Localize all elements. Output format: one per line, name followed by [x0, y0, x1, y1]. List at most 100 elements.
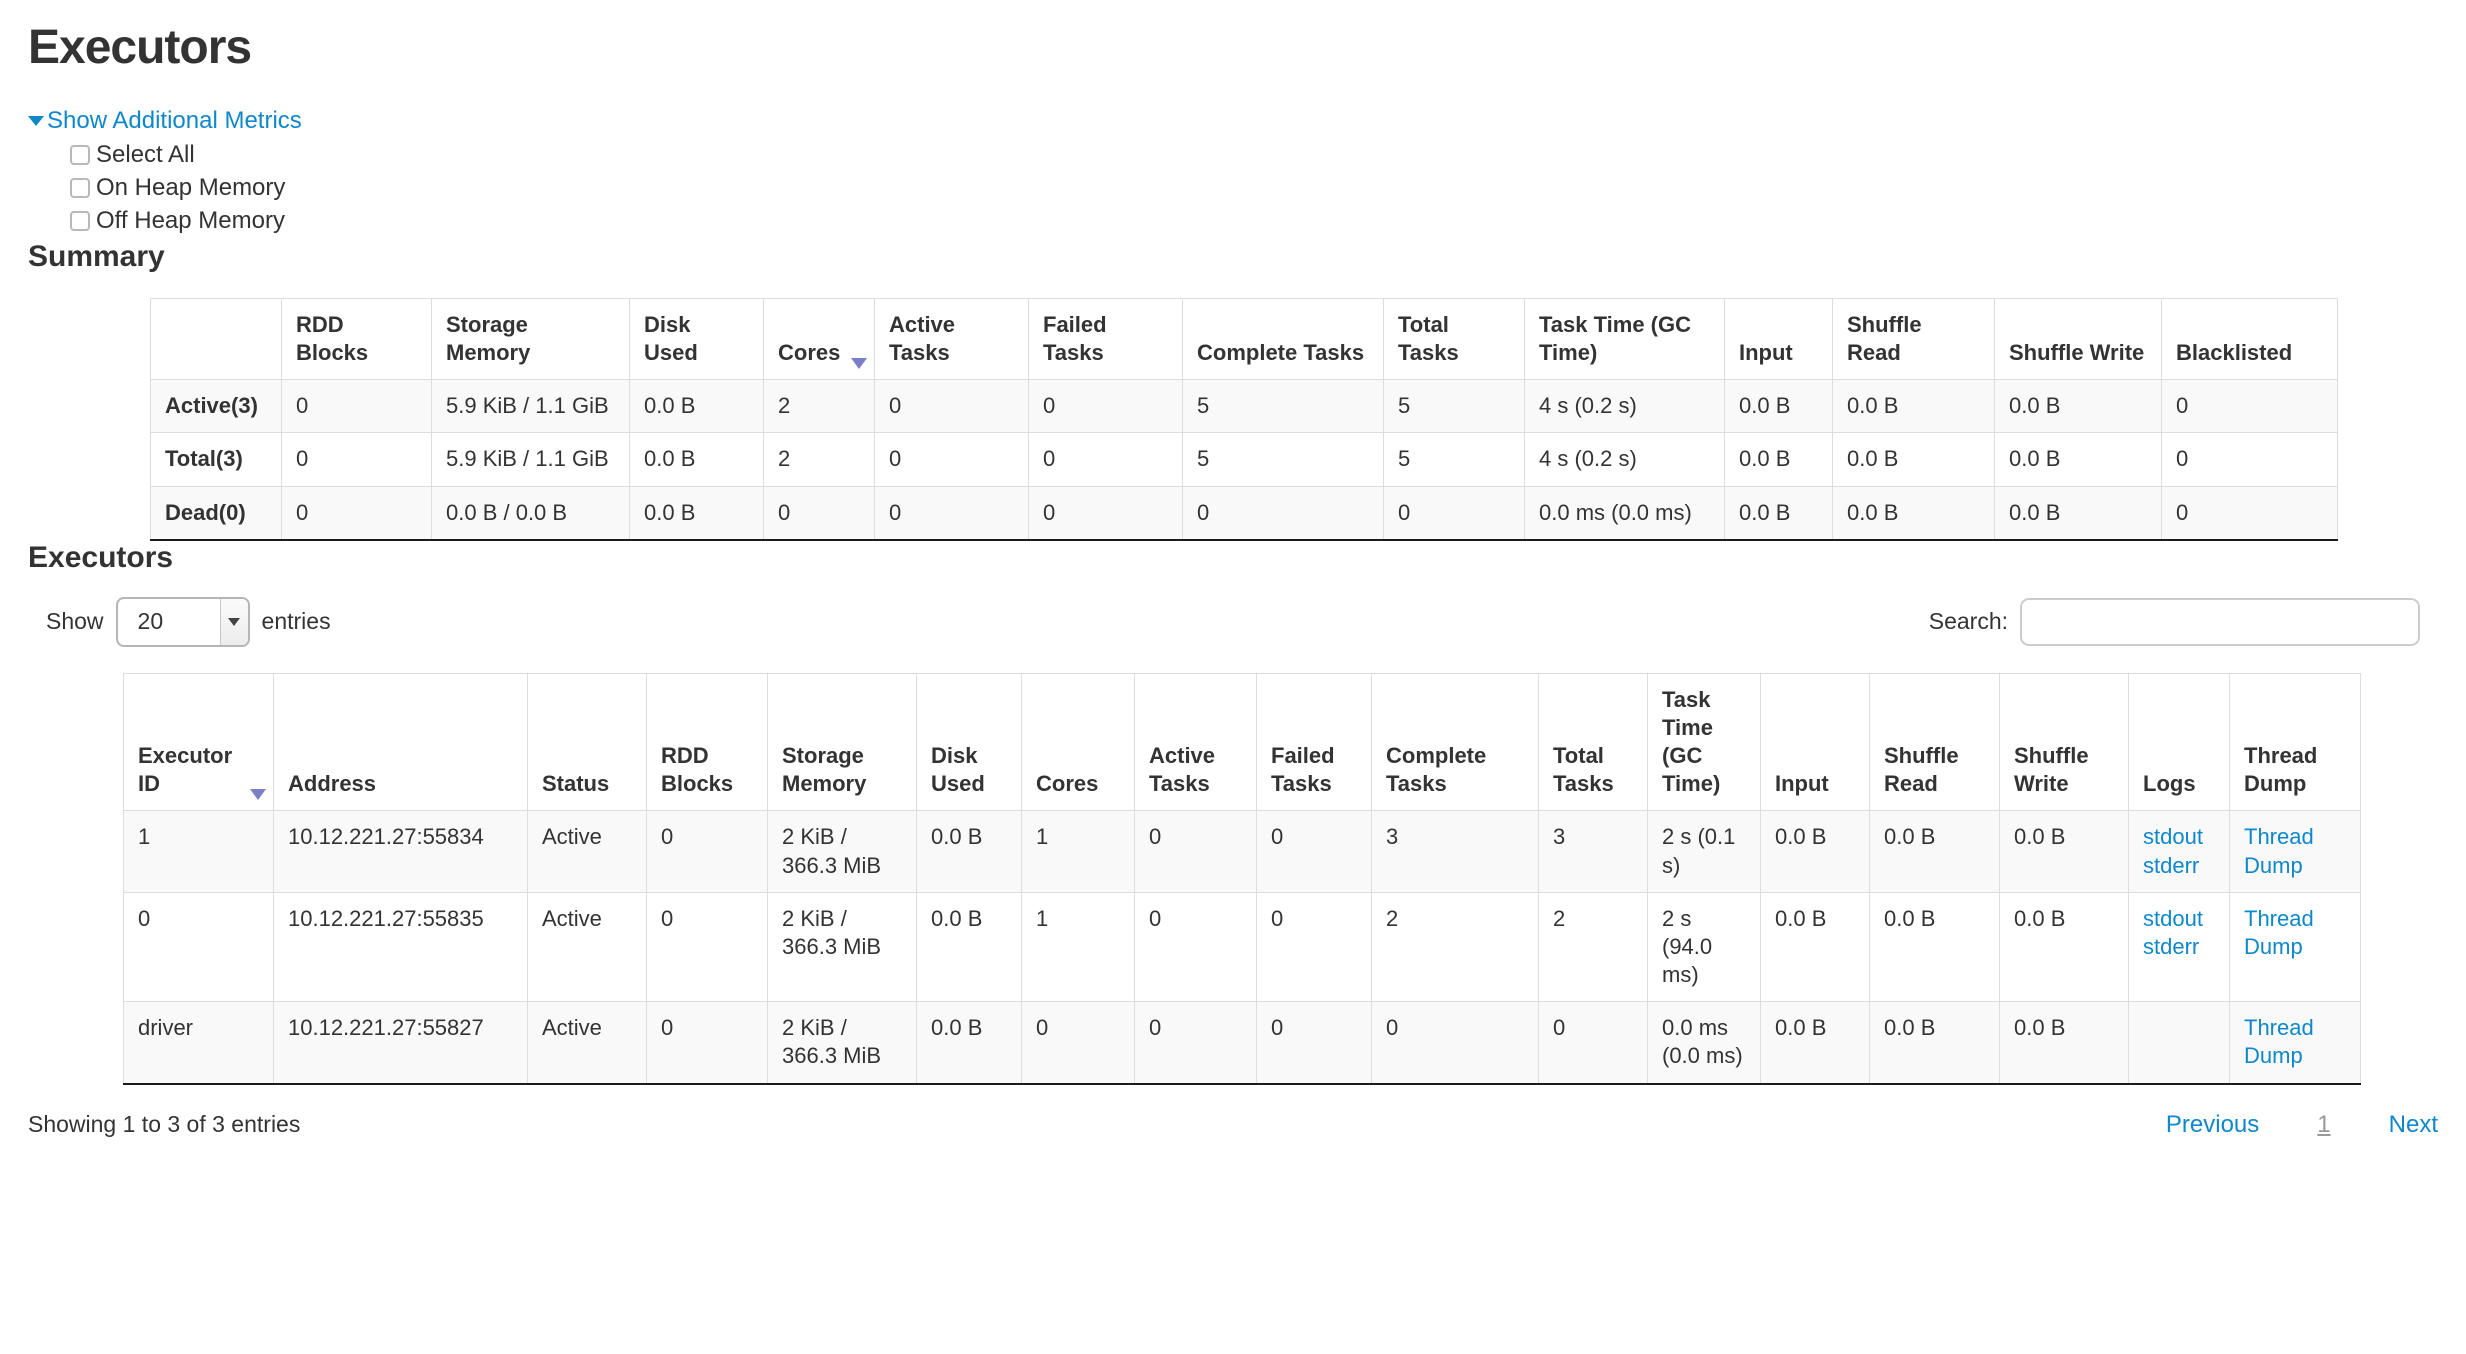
summary-col-disk-used[interactable]: Disk Used — [629, 297, 764, 381]
cell-status: Active — [527, 891, 647, 1003]
stdout-link[interactable]: stdout — [2143, 824, 2203, 850]
executors-col-input[interactable]: Input — [1760, 672, 1870, 812]
entries-label: entries — [261, 608, 331, 635]
summary-col-rowlabel — [150, 297, 282, 381]
executors-col-status[interactable]: Status — [527, 672, 647, 812]
executors-col-storage-memory[interactable]: Storage Memory — [767, 672, 917, 812]
cell-logs: stdout stderr — [2128, 810, 2230, 893]
entries-select[interactable]: 20 — [115, 596, 250, 647]
summary-col-rdd-blocks[interactable]: RDD Blocks — [281, 297, 432, 381]
cell: 0 — [2161, 379, 2338, 434]
executors-col-complete-tasks[interactable]: Complete Tasks — [1371, 672, 1539, 812]
summary-col-shuffle-read[interactable]: Shuffle Read — [1832, 297, 1995, 381]
cell-task-time: 2 s (94.0 ms) — [1647, 891, 1761, 1003]
sort-desc-icon — [250, 789, 266, 801]
executors-col-executor-id[interactable]: Executor ID — [123, 672, 274, 812]
cell: 0 — [281, 485, 432, 541]
executors-col-cores[interactable]: Cores — [1021, 672, 1135, 812]
stdout-link[interactable]: stdout — [2143, 905, 2203, 931]
thread-dump-link[interactable]: Thread Dump — [2244, 824, 2314, 878]
stderr-link[interactable]: stderr — [2143, 852, 2200, 878]
cell: 0.0 B — [1869, 810, 2000, 893]
select-all-label: Select All — [96, 141, 195, 168]
executors-col-total-tasks[interactable]: Total Tasks — [1538, 672, 1648, 812]
next-page-button[interactable]: Next — [2388, 1110, 2438, 1138]
executors-col-task-time[interactable]: Task Time (GC Time) — [1647, 672, 1761, 812]
summary-col-cores[interactable]: Cores — [763, 297, 875, 381]
cell-logs: stdout stderr — [2128, 891, 2230, 1003]
cell-executor-id: 1 — [123, 810, 274, 893]
summary-col-failed-tasks[interactable]: Failed Tasks — [1028, 297, 1183, 381]
cell-task-time: 2 s (0.1 s) — [1647, 810, 1761, 893]
cell: 0 — [874, 485, 1029, 541]
cell: 0.0 B — [1999, 1001, 2129, 1084]
thread-dump-link[interactable]: Thread Dump — [2244, 1015, 2314, 1069]
show-additional-metrics-link[interactable]: Show Additional Metrics — [28, 107, 302, 135]
cell: 0 — [281, 379, 432, 434]
cell: 3 — [1371, 810, 1539, 893]
executors-col-shuffle-write[interactable]: Shuffle Write — [1999, 672, 2129, 812]
cell: 0.0 B — [629, 379, 764, 434]
executor-row-1: 1 10.12.221.27:55834 Active 0 2 KiB / 36… — [123, 810, 2361, 893]
summary-col-active-tasks[interactable]: Active Tasks — [874, 297, 1029, 381]
cell: 0.0 B — [1832, 485, 1995, 541]
executor-row-0: 0 10.12.221.27:55835 Active 0 2 KiB / 36… — [123, 891, 2361, 1003]
entries-info: Showing 1 to 3 of 3 entries — [28, 1111, 301, 1137]
thread-dump-link[interactable]: Thread Dump — [2244, 905, 2314, 959]
select-all-checkbox[interactable] — [70, 145, 90, 165]
cell: 0.0 B — [916, 1001, 1022, 1084]
executors-col-address[interactable]: Address — [273, 672, 528, 812]
cell-logs — [2128, 1001, 2230, 1084]
on-heap-memory-label: On Heap Memory — [96, 174, 286, 201]
show-additional-metrics-label: Show Additional Metrics — [47, 107, 302, 134]
cell: 2 — [1538, 891, 1648, 1003]
previous-page-button[interactable]: Previous — [2165, 1110, 2260, 1138]
summary-col-shuffle-write[interactable]: Shuffle Write — [1994, 297, 2162, 381]
cell: 5 — [1383, 379, 1525, 434]
executors-col-rdd-blocks[interactable]: RDD Blocks — [646, 672, 768, 812]
cell: 0.0 B — [1999, 891, 2129, 1003]
summary-col-task-time[interactable]: Task Time (GC Time) — [1524, 297, 1725, 381]
cell: 0.0 B — [916, 891, 1022, 1003]
summary-row-total: Total(3) 0 5.9 KiB / 1.1 GiB 0.0 B 2 0 0… — [150, 432, 2338, 487]
page-title: Executors — [28, 21, 252, 74]
chevron-down-icon — [228, 617, 241, 626]
off-heap-memory-checkbox[interactable] — [70, 211, 90, 231]
cell: 0.0 B — [1869, 891, 2000, 1003]
executors-col-disk-used[interactable]: Disk Used — [916, 672, 1022, 812]
cell: 0 — [1538, 1001, 1648, 1084]
summary-col-blacklisted[interactable]: Blacklisted — [2161, 297, 2338, 381]
executors-col-shuffle-read[interactable]: Shuffle Read — [1869, 672, 2000, 812]
executors-header-row: Executor ID Address Status RDD Blocks St… — [123, 672, 2361, 812]
executors-col-failed-tasks[interactable]: Failed Tasks — [1256, 672, 1372, 812]
cell: 0 — [646, 1001, 768, 1084]
search-control: Search: — [1929, 597, 2420, 646]
cell-executor-id: 0 — [123, 891, 274, 1003]
summary-col-total-tasks[interactable]: Total Tasks — [1383, 297, 1525, 381]
cell: 2 — [763, 432, 875, 487]
cell: 2 KiB / 366.3 MiB — [767, 891, 917, 1003]
entries-select-value: 20 — [137, 608, 164, 635]
executors-col-thread-dump[interactable]: Thread Dump — [2229, 672, 2361, 812]
summary-col-input[interactable]: Input — [1724, 297, 1833, 381]
executors-col-active-tasks[interactable]: Active Tasks — [1134, 672, 1257, 812]
summary-heading: Summary — [28, 240, 165, 273]
search-input[interactable] — [2020, 597, 2420, 646]
checkbox-row-on-heap-memory[interactable]: On Heap Memory — [70, 174, 2438, 202]
executors-col-logs[interactable]: Logs — [2128, 672, 2230, 812]
summary-row-dead: Dead(0) 0 0.0 B / 0.0 B 0.0 B 0 0 0 0 0 … — [150, 485, 2338, 541]
checkbox-row-select-all[interactable]: Select All — [70, 141, 2438, 169]
summary-col-complete-tasks[interactable]: Complete Tasks — [1182, 297, 1384, 381]
checkbox-row-off-heap-memory[interactable]: Off Heap Memory — [70, 207, 2438, 235]
entries-select-button[interactable] — [219, 598, 248, 645]
summary-row-active: Active(3) 0 5.9 KiB / 1.1 GiB 0.0 B 2 0 … — [150, 379, 2338, 434]
cell-executor-id: driver — [123, 1001, 274, 1084]
stderr-link[interactable]: stderr — [2143, 933, 2200, 959]
cell: 0.0 B — [1724, 485, 1833, 541]
cell: 0 — [1134, 810, 1257, 893]
cell-task-time: 0.0 ms (0.0 ms) — [1647, 1001, 1761, 1084]
summary-col-storage-memory[interactable]: Storage Memory — [431, 297, 630, 381]
page-number-1[interactable]: 1 — [2317, 1110, 2331, 1138]
on-heap-memory-checkbox[interactable] — [70, 178, 90, 198]
cell: 0 — [874, 432, 1029, 487]
